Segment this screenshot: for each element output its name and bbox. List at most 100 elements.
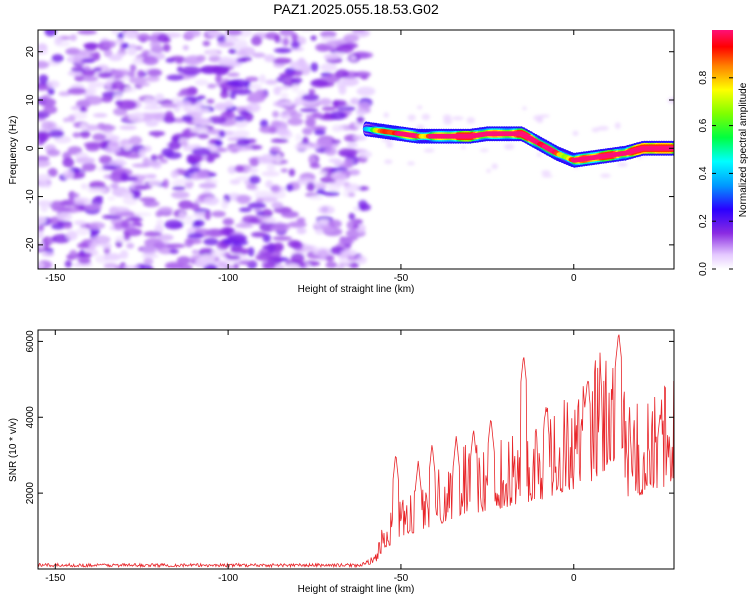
heatmap-noise-cell (270, 138, 289, 143)
heatmap-noise-cell (102, 165, 117, 171)
heatmap-noise-cell (306, 182, 316, 192)
heatmap-noise-cell (309, 162, 320, 168)
heatmap-noise-cell (260, 153, 278, 164)
y-tick-label: -10 (25, 189, 36, 204)
heatmap-noise-cell (336, 265, 345, 269)
heatmap-noise-cell (211, 210, 226, 218)
colorbar-tick-label: 0.0 (698, 262, 709, 276)
y-tick-label: 10 (25, 94, 36, 106)
heatmap-noise-cell (160, 158, 168, 164)
heatmap-noise-cell (38, 60, 50, 69)
heatmap-noise-cell (83, 203, 102, 211)
heatmap-noise-cell (279, 72, 294, 79)
heatmap-noise-cell (246, 183, 257, 190)
heatmap-noise-cell (230, 148, 239, 154)
heatmap-noise-cell (350, 97, 360, 105)
heatmap-noise-cell (288, 168, 296, 177)
heatmap-ridge-layer (362, 121, 674, 168)
heatmap-noise-cell (310, 35, 317, 41)
heatmap-noise-cell (85, 144, 100, 152)
heatmap-noise-cell (127, 70, 136, 78)
heatmap-noise-cell (141, 254, 159, 259)
heatmap-noise-cell (417, 105, 423, 110)
heatmap-noise-cell (221, 199, 229, 210)
heatmap-noise-cell (94, 195, 104, 201)
heatmap-noise-cell (340, 250, 357, 255)
heatmap-noise-cell (291, 33, 299, 42)
heatmap-noise-cell (202, 40, 211, 47)
heatmap-noise-cell (121, 265, 141, 269)
heatmap-noise-cell (353, 134, 367, 141)
heatmap-noise-cell (170, 169, 179, 179)
heatmap-noise-cell (185, 30, 202, 38)
colorbar-gradient (712, 30, 733, 269)
heatmap-noise-cell (356, 116, 365, 124)
heatmap-noise-cell (101, 242, 112, 249)
y-tick-label: 20 (25, 46, 36, 58)
heatmap-noise-cell (204, 210, 211, 221)
heatmap-noise-cell (206, 98, 215, 104)
heatmap-noise-cell (263, 217, 277, 224)
heatmap-noise-cell (423, 148, 435, 153)
heatmap-noise-cell (218, 130, 226, 138)
heatmap-noise-cell (289, 60, 310, 70)
heatmap-noise-cell (126, 47, 137, 56)
heatmap-noise-cell (251, 231, 267, 238)
heatmap-noise-cell (358, 203, 371, 211)
heatmap-noise-cell (78, 49, 91, 56)
heatmap-noise-cell (170, 55, 185, 62)
heatmap-noise-cell (318, 219, 330, 224)
heatmap-noise-cell (38, 159, 51, 168)
heatmap-noise-cell (63, 117, 69, 123)
heatmap-noise-cell (97, 72, 113, 79)
heatmap-noise-cell (145, 199, 152, 207)
heatmap-noise-cell (290, 40, 300, 49)
heatmap-noise-cell (73, 200, 86, 205)
snr-panel: -150 -100 -50 0 2000 4000 6000 Height of stra… (8, 329, 675, 595)
heatmap-noise-cell (337, 106, 356, 112)
heatmap-noise-cell (38, 179, 48, 188)
heatmap-noise-cell (75, 227, 90, 236)
heatmap-noise-cell (346, 142, 359, 148)
heatmap-noise-cell (268, 126, 277, 134)
heatmap-noise-cell (271, 201, 284, 209)
heatmap-noise-cell (75, 252, 93, 258)
heatmap-noise-cell (99, 155, 113, 165)
heatmap-noise-cell (248, 83, 262, 90)
heatmap-noise-cell (329, 111, 347, 120)
heatmap-noise-cell (118, 211, 135, 217)
heatmap-noise-cell (214, 139, 223, 147)
heatmap-noise-cell (235, 50, 248, 57)
heatmap-noise-cell (203, 238, 219, 246)
heatmap-noise-cell (38, 133, 48, 144)
heatmap-noise-cell (155, 53, 166, 60)
heatmap-noise-cell (88, 221, 106, 230)
heatmap-noise-cell (325, 254, 335, 262)
heatmap-noise-cell (180, 140, 189, 147)
snr-x-axis-label: Height of straight line (km) (298, 584, 415, 595)
heatmap-noise-cell (270, 223, 291, 232)
heatmap-noise-cell (226, 80, 240, 86)
heatmap-noise-cell (301, 244, 317, 251)
heatmap-noise-cell (407, 114, 416, 121)
heatmap-noise-cell (295, 133, 302, 142)
heatmap-noise-cell (134, 45, 143, 51)
heatmap-noise-cell (115, 51, 126, 57)
y-tick-label: 2000 (25, 482, 36, 505)
heatmap-noise-cell (251, 35, 262, 46)
heatmap-noise-cell (591, 127, 600, 133)
heatmap-noise-cell (319, 98, 332, 106)
heatmap-noise-cell (323, 53, 340, 61)
heatmap-noise-cell (600, 173, 611, 178)
colorbar-tick-label: 0.6 (698, 118, 709, 132)
heatmap-noise-cell (176, 66, 183, 73)
heatmap-noise-cell (265, 79, 278, 85)
heatmap-noise-cell (130, 227, 139, 236)
heatmap-noise-cell (178, 211, 186, 221)
heatmap-noise-layer (38, 30, 674, 269)
heatmap-noise-cell (74, 74, 85, 82)
heatmap-noise-cell (572, 130, 579, 136)
heatmap-noise-cell (236, 194, 251, 205)
heatmap-noise-cell (141, 246, 157, 255)
heatmap-noise-cell (110, 206, 130, 213)
